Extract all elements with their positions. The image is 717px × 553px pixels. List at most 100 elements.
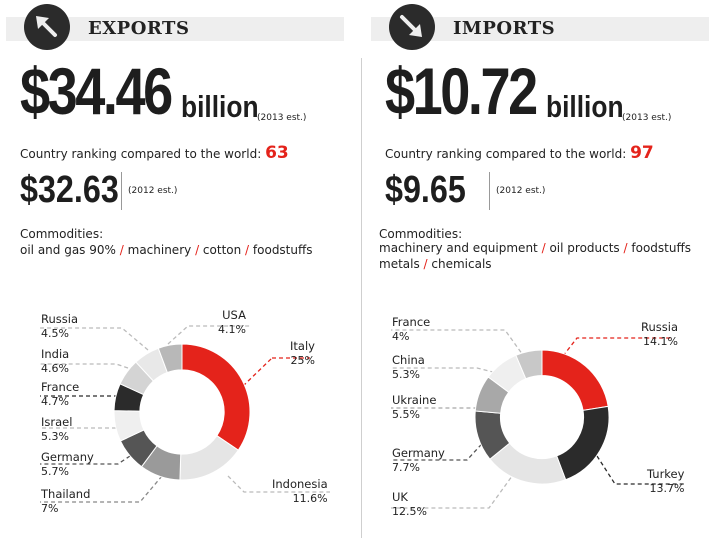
exports-prev-separator (121, 172, 122, 210)
slice-name: Germany (41, 450, 94, 464)
exports-ranking-row: Country ranking compared to the world: 6… (20, 143, 289, 163)
exports-label-thailand: Thailand 7% (41, 487, 91, 515)
exports-value: $34.46 (20, 54, 173, 128)
exports-commodity: oil and gas 90% (20, 243, 116, 257)
imports-commodities-line-1: machinery and equipment / oil products /… (379, 241, 691, 255)
imports-slice-turkey (555, 405, 610, 481)
slice-value: 4.5% (41, 326, 69, 340)
commodity-separator: / (623, 241, 632, 255)
imports-label-russia: Russia 14.1% (641, 320, 678, 348)
exports-slice-italy (181, 343, 251, 451)
exports-label-italy: Italy 25% (290, 339, 315, 367)
imports-label-turkey: Turkey 13.7% (647, 467, 685, 495)
imports-ranking-row: Country ranking compared to the world: 9… (385, 143, 654, 163)
slice-name: Indonesia (272, 477, 328, 491)
slice-value: 5.3% (392, 367, 420, 381)
slice-name: Israel (41, 415, 73, 429)
slice-value: 14.1% (643, 334, 678, 348)
exports-label-france: France 4.7% (41, 380, 80, 408)
slice-name: Turkey (647, 467, 685, 481)
exports-label-israel: Israel 5.3% (41, 415, 73, 443)
imports-title: IMPORTS (453, 18, 556, 39)
exports-prev-est-label: (2012 est.) (128, 186, 178, 196)
exports-unit: billion (181, 89, 259, 124)
commodity-separator: / (541, 241, 546, 255)
imports-label-ukraine: Ukraine 5.5% (392, 393, 437, 421)
slice-name: France (41, 380, 80, 394)
commodity-separator: / (423, 257, 432, 271)
imports-unit: billion (546, 89, 624, 124)
exports-ranking-label: Country ranking compared to the world: (20, 147, 262, 161)
slice-value: 12.5% (392, 504, 427, 518)
imports-ranking-number: 97 (630, 143, 654, 163)
slice-name: Thailand (41, 487, 91, 501)
imports-label-china: China 5.3% (392, 353, 425, 381)
exports-label-indonesia: Indonesia 11.6% (272, 477, 328, 505)
exports-title: EXPORTS (88, 18, 190, 39)
exports-label-usa: USA 4.1% (218, 308, 246, 336)
exports-commodity: foodstuffs (252, 243, 313, 257)
slice-name: USA (222, 308, 246, 322)
slice-value: 7% (41, 501, 59, 515)
exports-commodities-label: Commodities: (20, 227, 104, 241)
slice-value: 13.7% (649, 481, 685, 495)
imports-label-france: France 4% (392, 315, 431, 343)
arrow-down-right-icon (389, 4, 435, 50)
slice-name: China (392, 353, 425, 367)
exports-commodity: machinery (127, 243, 192, 257)
arrow-up-left-icon (24, 4, 70, 50)
slice-name: UK (392, 490, 408, 504)
imports-commodity: machinery and equipment (379, 241, 538, 255)
slice-value: 5.3% (41, 429, 69, 443)
imports-prev-value: $9.65 (385, 169, 466, 211)
slice-name: Russia (641, 320, 678, 334)
slice-value: 4.7% (41, 394, 69, 408)
slice-value: 4% (392, 329, 410, 343)
exports-prev-value: $32.63 (20, 169, 119, 211)
imports-panel: IMPORTS $10.72 billion (2013 est.) Count… (365, 0, 715, 553)
imports-label-germany: Germany 7.7% (392, 446, 445, 474)
slice-name: France (392, 315, 431, 329)
imports-commodity: chemicals (431, 257, 492, 271)
imports-ranking-label: Country ranking compared to the world: (385, 147, 627, 161)
slice-name: Germany (392, 446, 445, 460)
slice-value: 25% (290, 353, 315, 367)
slice-value: 11.6% (292, 491, 328, 505)
imports-commodities-line-2: metals / chemicals (379, 257, 492, 271)
exports-label-india: India 4.6% (41, 347, 70, 375)
slice-value: 5.5% (392, 407, 420, 421)
exports-slice-usa (157, 343, 183, 374)
commodity-separator: / (195, 243, 203, 257)
panel-divider (361, 58, 362, 538)
imports-donut-chart (474, 349, 610, 485)
exports-label-germany: Germany 5.7% (41, 450, 94, 478)
imports-commodity: metals (379, 257, 420, 271)
commodity-separator: / (119, 243, 128, 257)
slice-name: Italy (290, 339, 315, 353)
imports-prev-separator (489, 172, 490, 210)
exports-label-russia: Russia 4.5% (41, 312, 78, 340)
slice-name: Ukraine (392, 393, 437, 407)
imports-label-uk: UK 12.5% (392, 490, 427, 518)
exports-commodities-line-1: oil and gas 90% / machinery / cotton / f… (20, 243, 313, 257)
imports-value: $10.72 (385, 54, 538, 128)
exports-donut-chart (113, 343, 251, 481)
slice-value: 7.7% (392, 460, 420, 474)
imports-est-label: (2013 est.) (622, 113, 672, 123)
imports-commodity: foodstuffs (631, 241, 691, 255)
slice-name: Russia (41, 312, 78, 326)
slice-value: 4.1% (218, 322, 246, 336)
exports-est-label: (2013 est.) (257, 113, 307, 123)
exports-commodity: cotton (202, 243, 242, 257)
imports-slice-russia (541, 349, 609, 411)
exports-panel: EXPORTS $34.46 billion (2013 est.) Count… (0, 0, 350, 553)
commodity-separator: / (245, 243, 253, 257)
imports-commodity: oil products (549, 241, 620, 255)
slice-name: India (41, 347, 70, 361)
imports-commodities-label: Commodities: (379, 227, 463, 241)
slice-value: 5.7% (41, 464, 69, 478)
exports-ranking-number: 63 (265, 143, 289, 163)
imports-slice-france (515, 349, 543, 380)
imports-prev-est-label: (2012 est.) (496, 186, 546, 196)
slice-value: 4.6% (41, 361, 69, 375)
